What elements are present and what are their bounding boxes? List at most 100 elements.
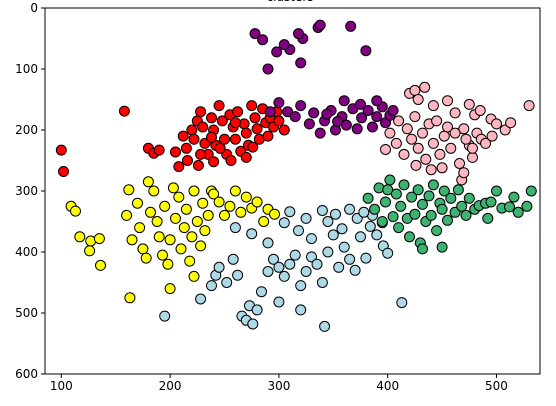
x-tick-label-100: 100 [50, 379, 73, 393]
data-point-s3-28 [178, 222, 190, 234]
data-point-s1-18 [303, 118, 315, 130]
data-point-s5-6 [384, 174, 396, 186]
data-point-s4-41 [229, 222, 241, 234]
data-point-s0-46 [208, 156, 220, 168]
data-point-s2-37 [445, 142, 457, 154]
data-point-s4-34 [364, 220, 376, 232]
data-point-s5-28 [445, 192, 457, 204]
data-point-s2-5 [442, 95, 453, 107]
data-point-s1-19 [308, 107, 320, 119]
data-point-s4-54 [330, 208, 341, 220]
data-point-s0-21 [219, 133, 230, 145]
data-point-s5-14 [406, 191, 418, 203]
data-point-s2-30 [420, 153, 432, 165]
data-point-s0-37 [262, 130, 274, 142]
data-point-s3-50 [269, 208, 280, 220]
data-point-s5-18 [417, 198, 428, 210]
y-tick-label-100: 100 [15, 62, 38, 76]
data-point-s3-45 [240, 191, 252, 203]
data-point-s2-19 [458, 167, 470, 179]
data-point-s2-38 [449, 127, 461, 139]
data-point-s0-42 [278, 124, 290, 136]
x-tick-label-300: 300 [267, 379, 290, 393]
data-point-s4-27 [327, 229, 339, 241]
data-point-s0-50 [229, 117, 241, 129]
data-point-s2-36 [442, 121, 453, 133]
data-point-s0-16 [206, 112, 217, 124]
data-point-s0-1 [58, 166, 69, 177]
data-point-s2-4 [427, 100, 439, 112]
data-point-s1-10 [314, 19, 326, 31]
data-point-s2-45 [480, 137, 492, 149]
data-point-s2-11 [491, 118, 502, 130]
data-point-s1-12 [360, 45, 372, 57]
data-point-s1-7 [271, 46, 283, 58]
data-point-s1-30 [367, 121, 378, 133]
data-point-s1-15 [282, 106, 294, 118]
data-point-s2-40 [458, 123, 470, 135]
data-point-s5-45 [417, 243, 428, 255]
data-point-s3-19 [153, 231, 165, 243]
y-tick-label-500: 500 [15, 306, 38, 320]
data-point-s2-41 [460, 133, 472, 145]
data-point-s4-29 [338, 241, 350, 253]
data-point-s0-52 [247, 141, 259, 153]
data-point-s0-48 [240, 151, 252, 163]
data-point-s3-32 [188, 185, 200, 197]
data-point-s1-4 [257, 34, 269, 46]
data-point-s2-46 [486, 130, 498, 142]
data-point-s1-5 [249, 28, 261, 40]
data-point-s5-38 [491, 185, 502, 197]
data-point-s5-26 [438, 185, 450, 197]
data-point-s0-12 [195, 106, 207, 118]
data-point-s4-0 [159, 310, 171, 322]
data-point-s1-3 [293, 28, 304, 40]
data-point-s5-30 [452, 184, 464, 196]
x-tick-label-200: 200 [159, 379, 182, 393]
data-point-s4-43 [262, 237, 274, 249]
data-point-s3-10 [126, 234, 138, 246]
data-point-s5-4 [380, 196, 391, 208]
data-point-s5-42 [521, 200, 533, 212]
data-point-s3-1 [70, 205, 81, 217]
data-point-s0-9 [186, 124, 198, 136]
data-point-s0-26 [232, 106, 244, 118]
data-point-s1-37 [355, 98, 366, 110]
data-point-s4-47 [322, 216, 334, 227]
data-point-s3-44 [235, 206, 247, 218]
y-tick-label-400: 400 [15, 245, 38, 259]
data-point-s4-2 [206, 280, 217, 292]
data-point-s3-9 [123, 184, 135, 196]
data-point-s1-17 [295, 100, 307, 112]
data-point-s4-19 [289, 249, 301, 261]
data-point-s1-28 [356, 112, 368, 124]
data-point-s3-15 [142, 176, 154, 188]
data-point-s4-42 [246, 228, 258, 240]
data-point-s4-13 [256, 286, 267, 298]
x-tick-label-400: 400 [376, 379, 399, 393]
data-point-s5-10 [395, 200, 407, 212]
data-point-s3-31 [186, 231, 198, 243]
data-point-s2-16 [467, 151, 478, 163]
data-point-s4-40 [295, 304, 307, 316]
data-point-s5-3 [376, 216, 388, 227]
data-point-s3-37 [202, 209, 214, 221]
data-point-s2-21 [384, 127, 396, 139]
data-point-s0-8 [177, 130, 189, 142]
data-point-s0-6 [170, 146, 181, 158]
data-point-s0-53 [195, 148, 207, 160]
data-point-s1-16 [289, 111, 301, 123]
data-point-s3-51 [188, 270, 200, 282]
data-point-s0-33 [251, 123, 263, 135]
data-point-s3-42 [224, 200, 236, 212]
data-point-s4-20 [295, 280, 307, 292]
data-point-s0-20 [216, 115, 228, 127]
data-point-s2-20 [380, 144, 391, 155]
y-tick-label-600: 600 [15, 367, 38, 381]
data-point-s4-7 [232, 269, 244, 281]
data-point-s0-7 [180, 142, 192, 154]
data-point-s2-13 [505, 117, 517, 129]
data-point-s3-40 [213, 196, 225, 208]
points-layer [55, 19, 537, 332]
data-point-s2-34 [434, 148, 446, 160]
